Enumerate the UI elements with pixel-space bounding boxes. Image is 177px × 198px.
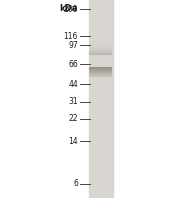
Text: kDa: kDa <box>60 4 78 13</box>
Text: 97: 97 <box>68 41 78 50</box>
Text: 66: 66 <box>68 60 78 69</box>
Text: 14: 14 <box>68 137 78 146</box>
Text: 44: 44 <box>68 80 78 89</box>
Text: 200: 200 <box>63 5 78 14</box>
Text: 6: 6 <box>73 179 78 188</box>
Text: 116: 116 <box>64 32 78 41</box>
Text: 22: 22 <box>68 114 78 124</box>
Text: 31: 31 <box>68 97 78 106</box>
